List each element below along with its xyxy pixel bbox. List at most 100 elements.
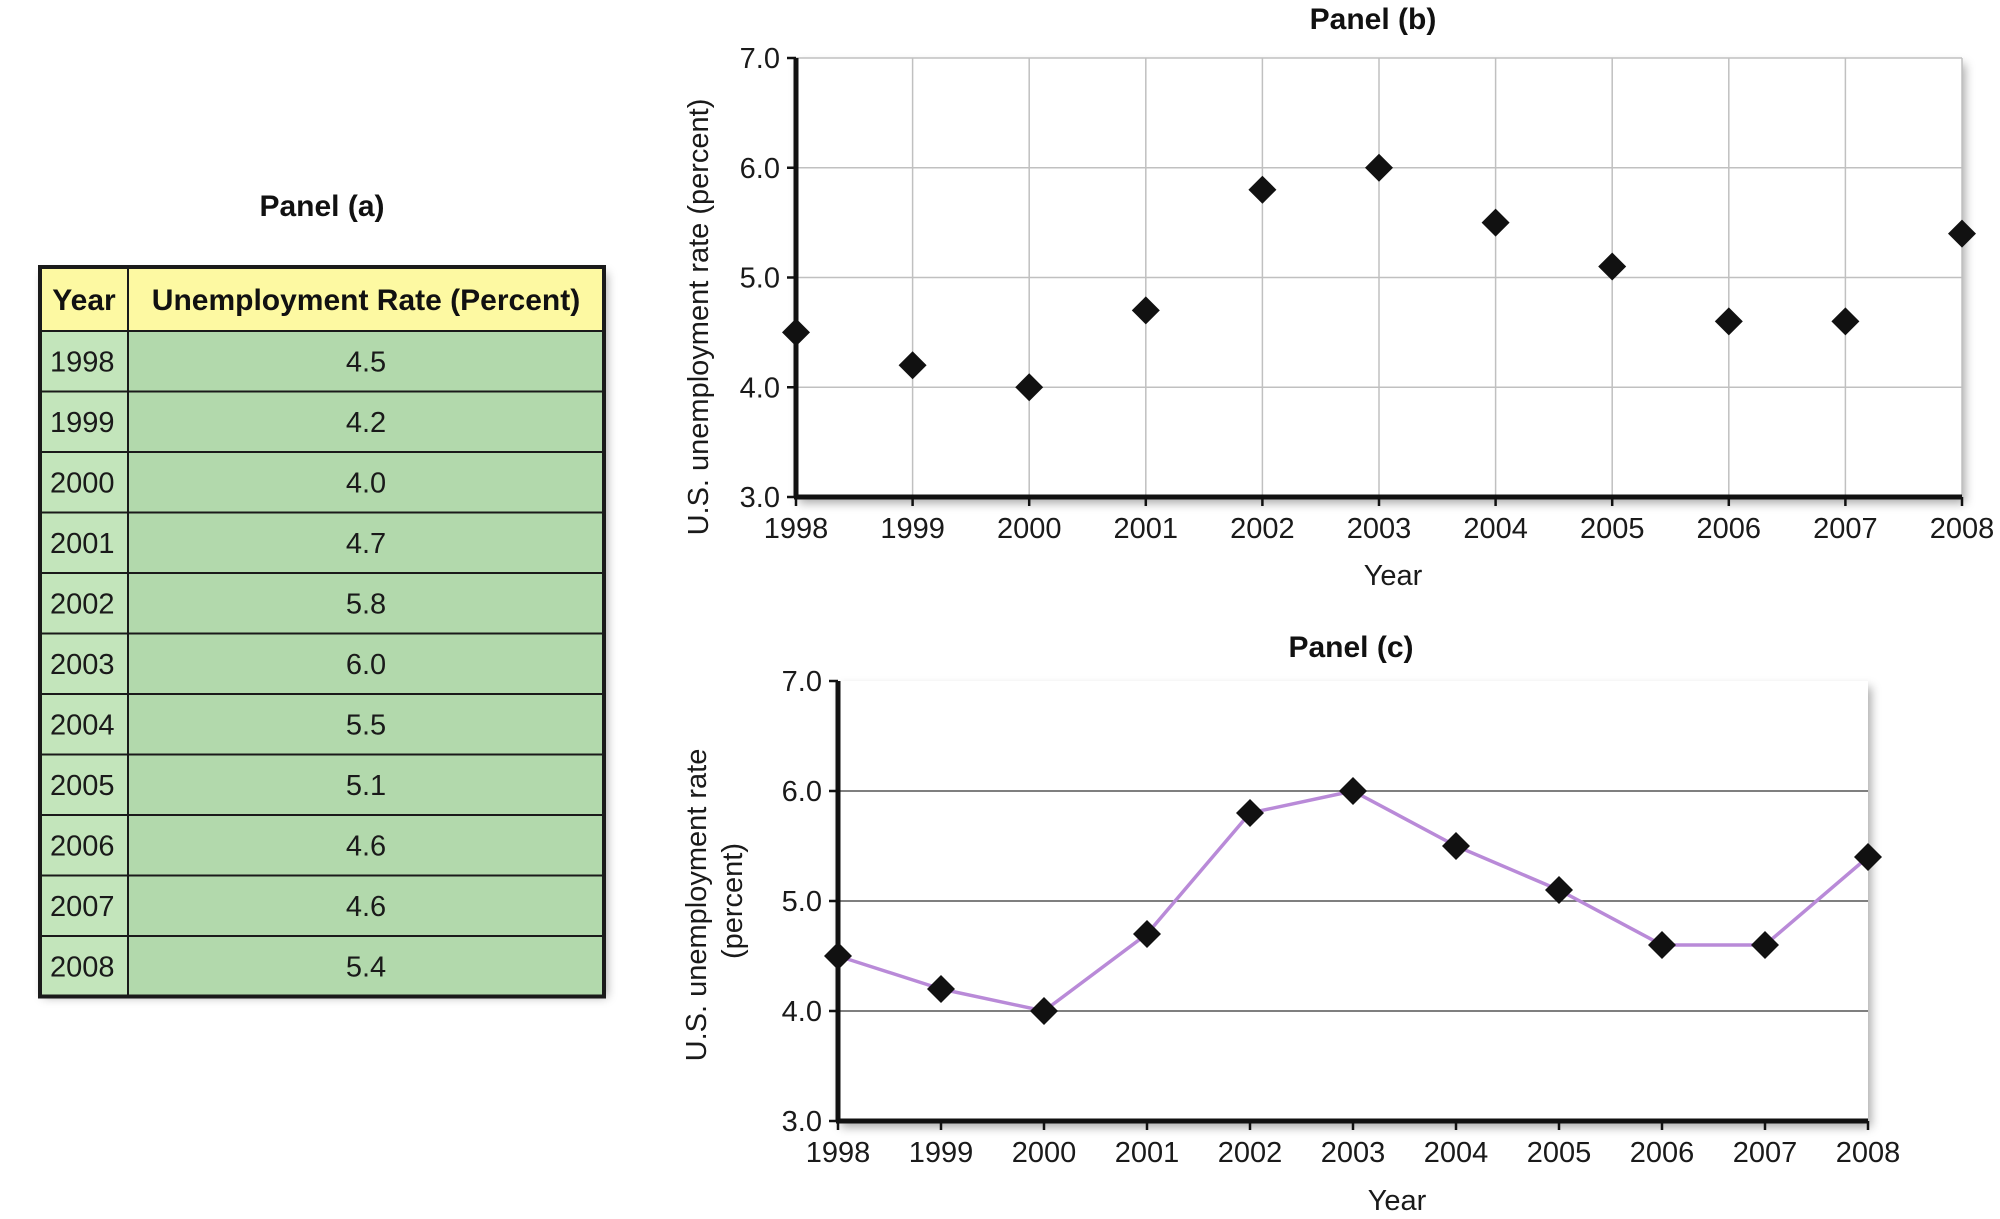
table-rate-value: 4.6 [346, 891, 386, 923]
table-rate-cell [128, 875, 604, 936]
data-point-2001 [1133, 920, 1161, 948]
table-rate-value: 4.5 [346, 346, 386, 378]
data-point-2003 [1339, 777, 1367, 805]
data-point-2008 [1854, 843, 1882, 871]
panel-c-y-axis-label-line-1: U.S. unemployment rate [681, 749, 713, 1062]
x-tick-label: 2008 [1836, 1137, 1901, 1169]
y-tick-label: 4.0 [740, 372, 780, 404]
data-point-2003 [1365, 153, 1393, 182]
table-rate-cell [128, 815, 604, 876]
panel-c-x-ticks: 1998 1999 2000 2001 2002 2003 2004 2005 2006 2007… [806, 1121, 1901, 1169]
table-rate-cell [128, 573, 604, 634]
panel-b-y-ticks: 3.0 4.0 5.0 6.0 7.0 [740, 43, 796, 514]
panel-c-title: Panel (c) [1288, 631, 1413, 664]
x-tick-label: 2000 [997, 513, 1062, 545]
x-tick-label: 1999 [909, 1137, 974, 1169]
data-point-2004 [1442, 832, 1470, 860]
table-rate-cell [128, 391, 604, 452]
table-year-cell [40, 936, 128, 997]
table-year-cell [40, 633, 128, 694]
panel-b-points [782, 153, 1976, 402]
table-header-rate-cell [128, 267, 604, 331]
table-rate-value: 4.6 [346, 830, 386, 862]
table-year-value: 1999 [50, 407, 115, 439]
x-tick-label: 2003 [1321, 1137, 1386, 1169]
table-year-cell [40, 573, 128, 634]
table-year-value: 2002 [50, 588, 115, 620]
table-header-rate: Unemployment Rate (Percent) [152, 284, 580, 317]
table-rate-cell [128, 694, 604, 755]
y-tick-label: 6.0 [782, 776, 822, 808]
panel-b-x-axis-label: Year [1364, 560, 1423, 592]
y-tick-label: 5.0 [782, 886, 822, 918]
x-tick-label: 2008 [1930, 513, 1995, 545]
table-rate-value: 4.2 [346, 407, 386, 439]
data-point-1999 [927, 975, 955, 1003]
y-tick-label: 4.0 [782, 996, 822, 1028]
x-tick-label: 1998 [806, 1137, 871, 1169]
x-tick-label: 2007 [1733, 1137, 1798, 1169]
data-point-2002 [1248, 175, 1277, 204]
data-point-2007 [1831, 307, 1860, 336]
table-year-cell [40, 815, 128, 876]
data-point-2005 [1545, 876, 1573, 904]
panel-b-y-axis-label: U.S. unemployment rate (percent) [683, 99, 715, 536]
panel-a: Panel (a) Year Unemployment Rate (Percent… [38, 190, 606, 999]
table-rate-cell [128, 512, 604, 573]
x-tick-label: 2005 [1527, 1137, 1592, 1169]
table-year-value: 2005 [50, 770, 115, 802]
data-point-1998 [824, 942, 852, 970]
y-tick-label: 7.0 [740, 43, 780, 75]
table-rate-value: 5.8 [346, 588, 386, 620]
panel-c-x-axis-label: Year [1368, 1185, 1427, 1217]
x-tick-label: 1998 [764, 513, 829, 545]
data-point-2005 [1598, 252, 1627, 281]
data-point-1998 [782, 318, 810, 347]
table-rate-cell [128, 754, 604, 815]
x-tick-label: 2003 [1347, 513, 1412, 545]
table-header-year: Year [52, 284, 116, 317]
x-tick-label: 2007 [1813, 513, 1878, 545]
x-tick-label: 2006 [1630, 1137, 1695, 1169]
data-table: Year Unemployment Rate (Percent) 1998 4.5 19… [38, 265, 606, 999]
panel-b-grid [796, 57, 1963, 497]
data-point-2006 [1648, 931, 1676, 959]
table-year-value: 1998 [50, 346, 115, 378]
panel-b-title: Panel (b) [1310, 3, 1437, 36]
table-year-cell [40, 694, 128, 755]
table-rate-value: 5.4 [346, 951, 386, 983]
data-point-2006 [1714, 307, 1743, 336]
table-rate-cell [128, 452, 604, 513]
table-rate-value: 5.1 [346, 770, 386, 802]
table-rate-value: 6.0 [346, 649, 386, 681]
table-year-cell [40, 391, 128, 452]
table-year-value: 2000 [50, 467, 115, 499]
table-year-value: 2004 [50, 709, 115, 741]
panel-c-y-axis-label: U.S. unemployment rate (percent) [681, 741, 749, 1062]
y-tick-label: 3.0 [782, 1106, 822, 1138]
table-rate-cell [128, 331, 604, 392]
data-point-2008 [1948, 219, 1976, 248]
panel-b: Panel (b) 3.0 4.0 5.0 6.0 7.0 1998 1999 2000 20… [683, 3, 1994, 592]
table-year-cell [40, 452, 128, 513]
x-tick-label: 2001 [1115, 1137, 1180, 1169]
data-point-2002 [1236, 799, 1264, 827]
table-year-cell [40, 331, 128, 392]
panel-c-y-ticks: 3.0 4.0 5.0 6.0 7.0 [782, 666, 838, 1138]
x-tick-label: 2006 [1697, 513, 1762, 545]
x-tick-label: 2002 [1218, 1137, 1283, 1169]
y-tick-label: 6.0 [740, 153, 780, 185]
table-rate-value: 4.0 [346, 467, 386, 499]
x-tick-label: 2004 [1463, 513, 1528, 545]
x-tick-label: 2000 [1012, 1137, 1077, 1169]
y-tick-label: 7.0 [782, 666, 822, 698]
table-border [38, 265, 606, 999]
x-tick-label: 2002 [1230, 513, 1295, 545]
x-tick-label: 2004 [1424, 1137, 1489, 1169]
data-point-2007 [1751, 931, 1779, 959]
table-year-cell [40, 754, 128, 815]
table-year-value: 2001 [50, 528, 115, 560]
table-header-year-cell [40, 267, 128, 331]
table-rate-value: 4.7 [346, 528, 386, 560]
